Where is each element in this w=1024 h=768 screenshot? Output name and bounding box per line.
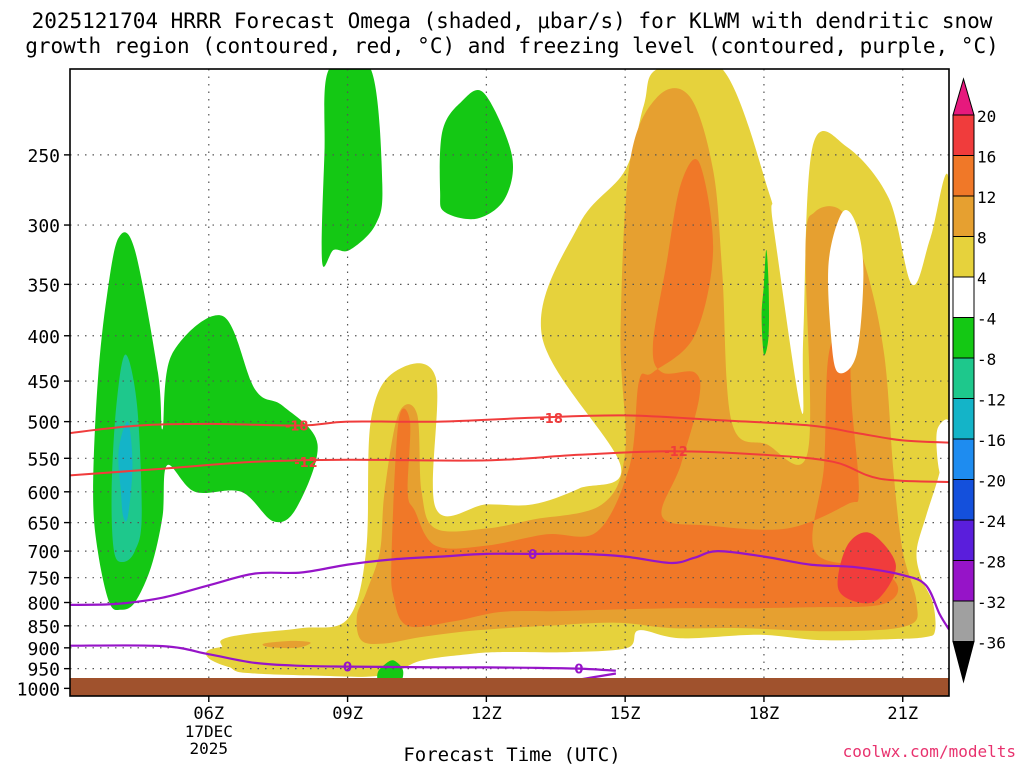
y-tick-label-500: 500 xyxy=(27,413,60,434)
x-tick-label-15Z: 15Z xyxy=(610,704,641,724)
y-tick-label-250: 250 xyxy=(27,146,60,167)
dgz-contour--12 xyxy=(70,450,949,483)
colorbar-label-0: 20 xyxy=(977,107,996,126)
colorbar-label-12: -32 xyxy=(977,593,1006,612)
dgz-contour--18 xyxy=(70,414,949,444)
x-tick-label-09Z: 09Z xyxy=(332,704,363,724)
colorbar-label-9: -20 xyxy=(977,472,1006,491)
dgz-contour-label-1: -18 xyxy=(539,412,563,427)
colorbar-label-1: 16 xyxy=(977,148,996,167)
colorbar-label-3: 8 xyxy=(977,229,987,248)
y-tick-label-850: 850 xyxy=(27,617,60,638)
colorbar-swatch-5 xyxy=(952,317,975,359)
freezing-level-contour-1 xyxy=(70,644,616,672)
chart-title-line-1: 2025121704 HRRR Forecast Omega (shaded, … xyxy=(31,9,993,33)
colorbar-bottom-triangle xyxy=(952,641,975,684)
x-tick-label-21Z: 21Z xyxy=(887,704,918,724)
colorbar-label-5: -4 xyxy=(977,310,996,329)
colorbar-swatch-10 xyxy=(952,519,975,561)
y-tick-label-650: 650 xyxy=(27,514,60,535)
y-tick-label-800: 800 xyxy=(27,594,60,615)
dgz-contour-label-3: -12 xyxy=(664,445,688,460)
colorbar-swatch-11 xyxy=(952,560,975,602)
x-tick-label-06Z: 06Z xyxy=(193,704,224,724)
y-tick-label-350: 350 xyxy=(27,275,60,296)
y-tick-label-700: 700 xyxy=(27,542,60,563)
colorbar-swatch-8 xyxy=(952,438,975,480)
dgz-contour-label-2: -12 xyxy=(294,456,318,471)
site-credit[interactable]: coolwx.com/modelts xyxy=(842,742,1016,761)
colorbar-label-2: 12 xyxy=(977,188,996,207)
dgz-contour-label-0: -18 xyxy=(285,419,309,434)
colorbar-swatch-7 xyxy=(952,398,975,440)
y-tick-label-950: 950 xyxy=(27,660,60,681)
colorbar-label-4: 4 xyxy=(977,269,987,288)
colorbar-swatch-2 xyxy=(952,195,975,237)
colorbar-top-triangle xyxy=(952,77,975,116)
y-tick-label-750: 750 xyxy=(27,569,60,590)
x-tick-label-18Z: 18Z xyxy=(749,704,780,724)
y-tick-label-300: 300 xyxy=(27,216,60,237)
freezing-level-contour-0 xyxy=(70,549,949,630)
colorbar-label-13: -36 xyxy=(977,634,1006,653)
y-tick-label-900: 900 xyxy=(27,639,60,660)
colorbar-label-6: -8 xyxy=(977,350,996,369)
plot-frame xyxy=(69,68,950,697)
y-tick-label-550: 550 xyxy=(27,449,60,470)
colorbar-swatch-9 xyxy=(952,479,975,521)
y-tick-label-400: 400 xyxy=(27,327,60,348)
chart-title-line-2: growth region (contoured, red, °C) and f… xyxy=(25,34,999,58)
colorbar-swatch-6 xyxy=(952,357,975,399)
x-tick-label-12Z: 12Z xyxy=(471,704,502,724)
colorbar-swatch-1 xyxy=(952,155,975,197)
freezing-level-label-2: 0 xyxy=(574,663,583,678)
ground-surface xyxy=(70,678,949,696)
freezing-level-label-0: 0 xyxy=(343,661,352,676)
omega-region-white-16 xyxy=(936,419,949,479)
y-tick-label-1000: 1000 xyxy=(17,679,60,700)
colorbar-label-8: -16 xyxy=(977,431,1006,450)
colorbar-swatch-0 xyxy=(952,114,975,156)
y-tick-label-450: 450 xyxy=(27,372,60,393)
colorbar-label-11: -28 xyxy=(977,553,1006,572)
omega-region-c8-3 xyxy=(262,640,311,649)
y-tick-label-600: 600 xyxy=(27,483,60,504)
colorbar-swatch-3 xyxy=(952,236,975,278)
omega-region-white-15 xyxy=(828,210,864,374)
omega-region-c12-4 xyxy=(391,158,899,628)
omega-region-g4-12 xyxy=(761,249,770,356)
colorbar-swatch-12 xyxy=(952,600,975,642)
colorbar-label-7: -12 xyxy=(977,391,1006,410)
x-tick-sublabel-1: 2025 xyxy=(190,739,229,758)
omega-region-g4-9 xyxy=(321,69,383,267)
x-tick-sublabel-0: 17DEC xyxy=(185,722,233,741)
x-axis-title: Forecast Time (UTC) xyxy=(403,744,621,766)
freezing-level-label-1: 0 xyxy=(528,548,537,563)
omega-region-c8-2 xyxy=(356,88,918,645)
colorbar-swatch-4 xyxy=(952,276,975,318)
colorbar-label-10: -24 xyxy=(977,512,1006,531)
